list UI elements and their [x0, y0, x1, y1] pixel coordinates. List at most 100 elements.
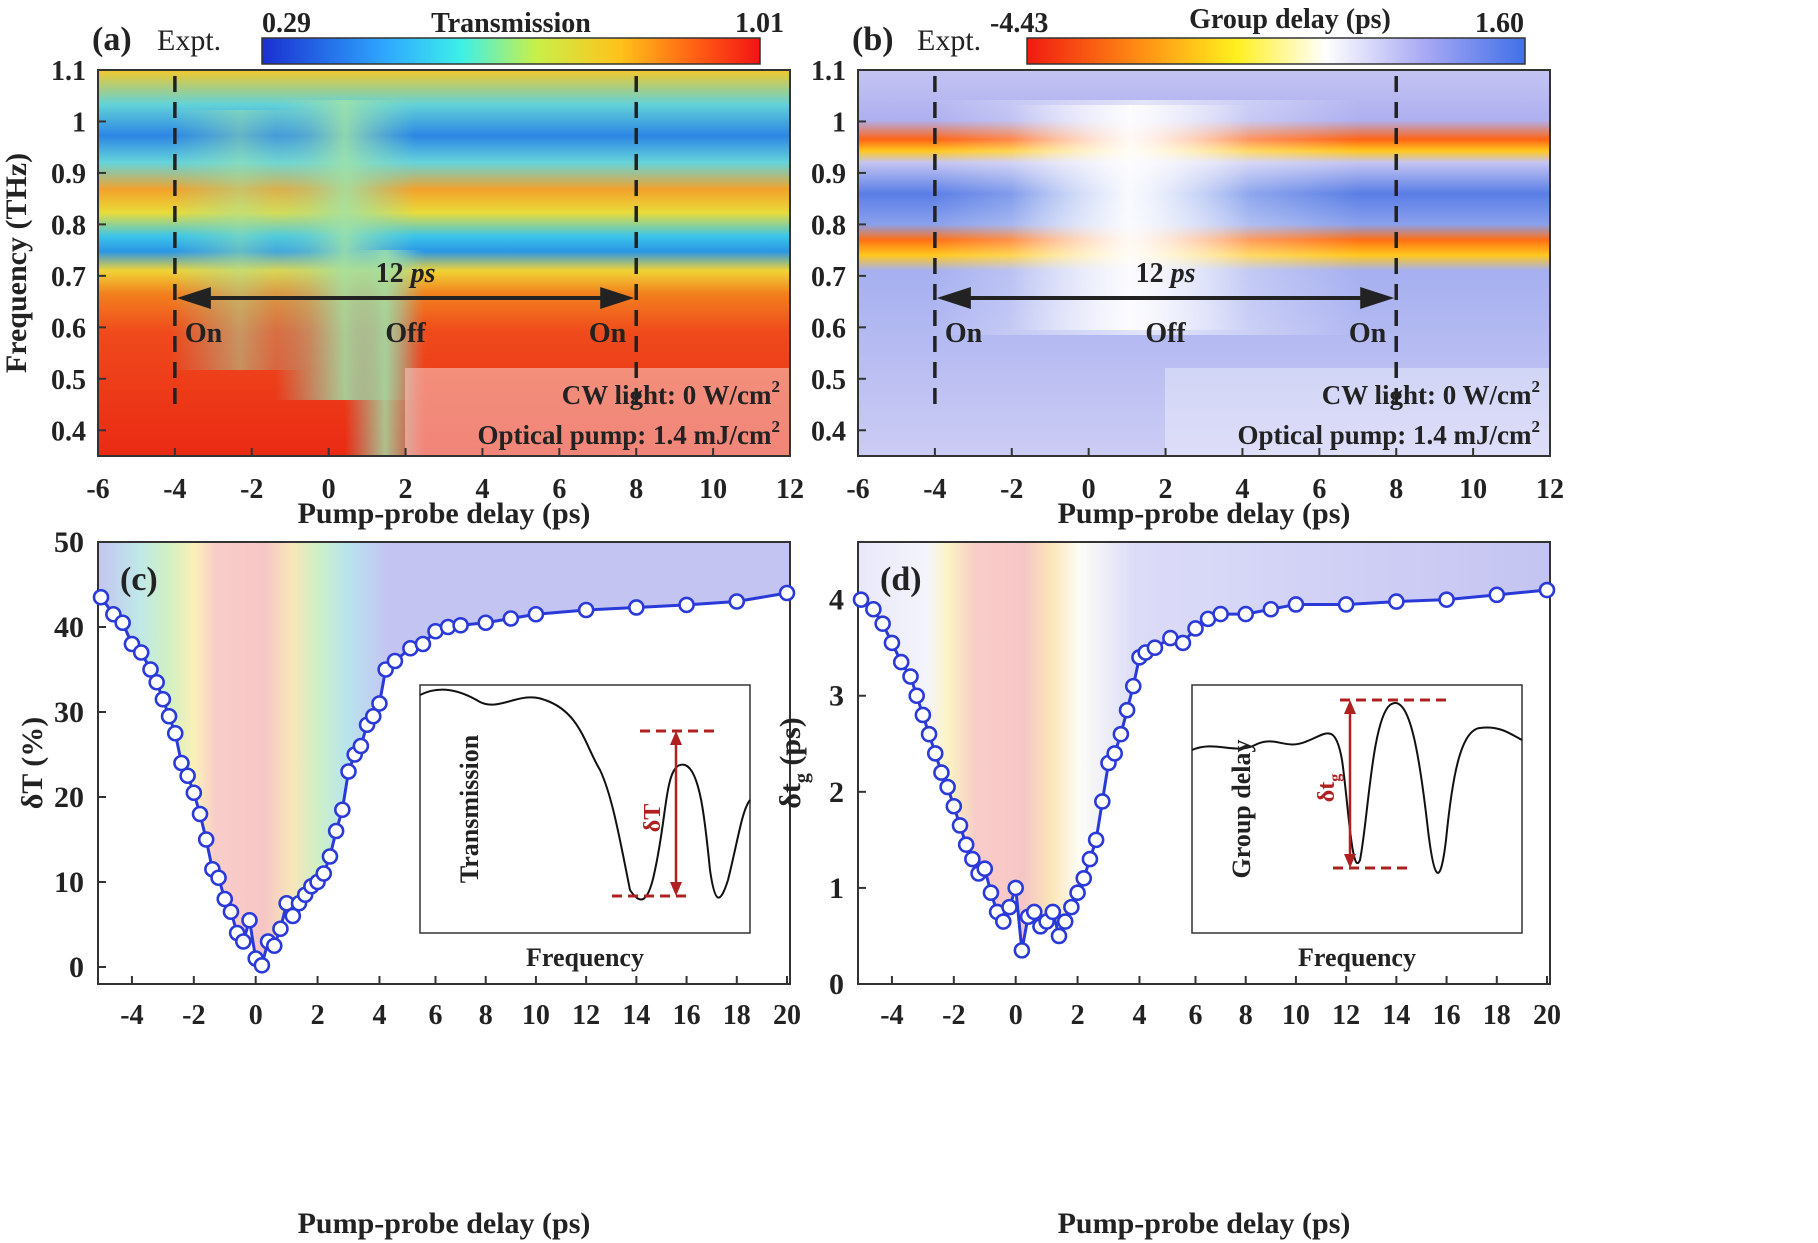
d-data-point-7: [914, 706, 932, 724]
d-data-point-41: [1124, 677, 1142, 695]
plot-frame-d: [857, 541, 1551, 985]
b-xtick-label-1: -4: [923, 474, 946, 505]
shaded-region-d: [858, 542, 1550, 951]
c-data-point-5: [142, 661, 159, 678]
inset-c: δT Frequency Transmission: [419, 684, 751, 972]
d-xtick-label-8: 12: [1332, 1000, 1360, 1031]
d-data-point-51: [1262, 600, 1280, 618]
a-ytick-label-3: 0.7: [51, 262, 86, 293]
c-data-point-26: [272, 920, 289, 938]
d-data-point-17: [976, 860, 994, 877]
colorbar-b: [1026, 37, 1526, 65]
c-ytick-label-1: 10: [54, 866, 84, 899]
c-data-point-12: [185, 784, 203, 802]
c-xtick-label-4: 4: [372, 1000, 386, 1031]
d-data-point-55: [1438, 591, 1455, 608]
c-ytick-label-0: 0: [69, 951, 84, 984]
d-data-point-49: [1212, 605, 1229, 623]
a-state-label-2: On: [589, 318, 627, 349]
a-ytick-label-7: 1.1: [51, 56, 86, 87]
c-ytick-label-2: 20: [54, 781, 84, 814]
panel-b: (b) Expt. -4.43 Group delay (ps) 1.60 -6…: [811, 4, 1564, 530]
b-xtick-label-9: 12: [1536, 474, 1564, 505]
a-ytick-label-5: 0.9: [51, 159, 86, 190]
c-ytick-label-4: 40: [54, 611, 84, 644]
c-xtick-label-2: 0: [249, 1000, 263, 1031]
d-data-point-29: [1050, 927, 1068, 945]
colorbar-a-title: Transmission: [431, 8, 591, 39]
c-data-point-14: [197, 831, 215, 848]
d-data-point-34: [1081, 850, 1099, 868]
inset-d-curve: [1191, 702, 1523, 874]
y-axis-title-a: Frequency (THz): [0, 153, 33, 373]
d-data-point-56: [1488, 586, 1506, 604]
a-xtick-label-8: 10: [699, 474, 727, 505]
inset-d-ylabel: Group delay: [1227, 740, 1256, 879]
d-data-point-23: [1013, 942, 1031, 959]
colorbar-a-max: 1.01: [735, 8, 784, 39]
a-xtick-label-2: -2: [240, 474, 263, 505]
c-xtick-label-7: 10: [522, 1000, 550, 1031]
a-xtick-label-6: 6: [552, 474, 566, 505]
overlay-a: 12 ps On Off On CW light: 0 W/cm2 Optical pum…: [173, 76, 781, 450]
c-data-point-52: [527, 605, 545, 623]
d-data-point-53: [1337, 596, 1355, 613]
a-xtick-label-9: 12: [776, 474, 804, 505]
c-xtick-label-0: -4: [120, 1000, 143, 1031]
c-data-point-16: [210, 869, 227, 887]
b-ytick-label-3: 0.7: [811, 262, 846, 293]
c-data-point-55: [678, 596, 695, 614]
d-xtick-label-7: 10: [1282, 1000, 1310, 1031]
d-data-point-10: [933, 764, 950, 781]
c-data-point-36: [334, 801, 351, 819]
b-xtick-label-4: 2: [1159, 474, 1173, 505]
inset-c-frame: [419, 684, 751, 934]
d-data-point-22: [1007, 879, 1024, 897]
a-arrow-head-left: [176, 287, 211, 309]
d-data-point-28: [1044, 903, 1062, 921]
d-data-point-6: [908, 687, 925, 705]
d-data-point-5: [902, 668, 919, 685]
a-ytick-label-6: 1: [72, 107, 86, 138]
series-d: [852, 581, 1556, 959]
b-state-label-2: On: [1349, 318, 1387, 349]
inset-d-frame: [1191, 684, 1523, 934]
a-xtick-label-4: 2: [399, 474, 413, 505]
b-annotation-cw: CW light: 0 W/cm2: [1322, 377, 1540, 410]
inset-c-marker: δT: [640, 804, 666, 832]
a-xtick-label-3: 0: [322, 474, 336, 505]
c-data-point-39: [352, 737, 370, 755]
series-c: [92, 584, 796, 974]
c-xtick-label-12: 20: [773, 1000, 801, 1031]
panel-a-expt-tag: Expt.: [157, 24, 221, 57]
c-data-point-54: [628, 599, 645, 616]
b-annotation-pump: Optical pump: 1.4 mJ/cm2: [1238, 417, 1541, 450]
d-data-point-15: [964, 850, 981, 868]
a-xtick-label-7: 8: [629, 474, 643, 505]
plot-frame-a: [97, 69, 791, 457]
x-axis-title-c: Pump-probe delay (ps): [298, 1207, 591, 1240]
colorbar-b-max: 1.60: [1475, 8, 1524, 39]
colorbar-a: [261, 37, 761, 65]
c-data-point-10: [173, 754, 190, 772]
b-ytick-label-5: 0.9: [811, 159, 846, 190]
y-axis-title-c: δT (%): [16, 717, 49, 810]
d-data-point-31: [1063, 898, 1080, 916]
a-annotation-pump: Optical pump: 1.4 mJ/cm2: [478, 417, 781, 450]
a-xtick-label-1: -4: [163, 474, 186, 505]
d-data-point-20: [995, 913, 1012, 930]
b-state-label-0: On: [945, 318, 983, 349]
d-data-point-9: [926, 745, 944, 762]
b-state-label-1: Off: [1145, 318, 1186, 349]
b-arrow-head-right: [1360, 287, 1395, 309]
c-data-point-34: [321, 848, 339, 865]
c-data-point-42: [371, 695, 388, 712]
d-data-point-46: [1174, 634, 1192, 652]
c-data-point-17: [216, 890, 234, 908]
c-data-point-0: [92, 588, 110, 606]
panel-a-label: (a): [92, 21, 132, 58]
d-data-point-12: [945, 797, 963, 815]
c-data-point-41: [364, 707, 382, 725]
a-xtick-label-0: -6: [86, 474, 109, 505]
